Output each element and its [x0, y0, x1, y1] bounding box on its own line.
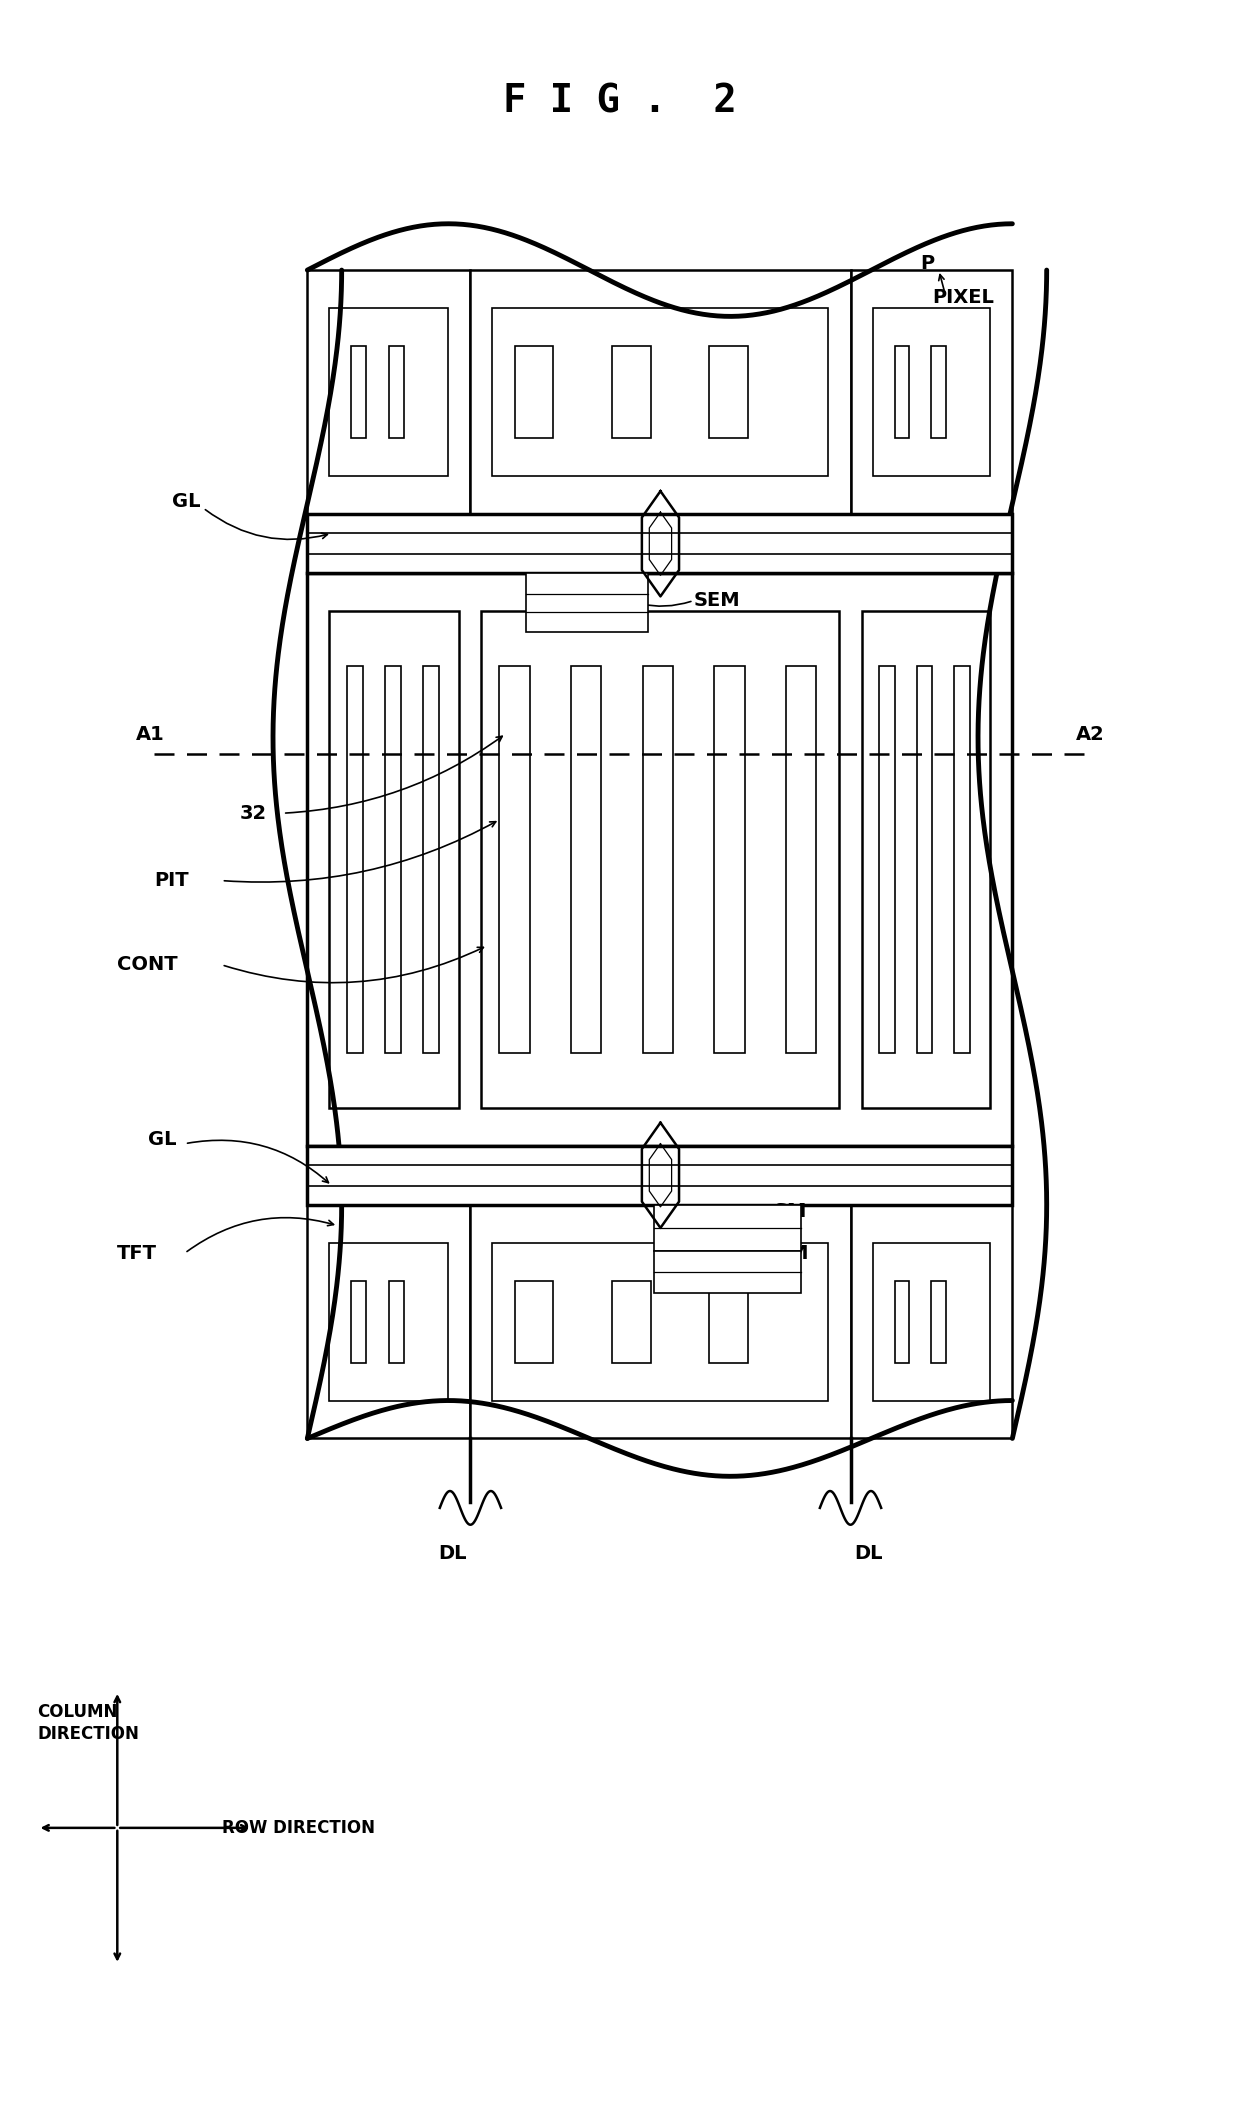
Bar — [851, 1206, 1012, 1439]
Bar — [351, 345, 367, 439]
Bar — [515, 345, 553, 439]
Bar — [492, 307, 828, 477]
Bar — [308, 1146, 1012, 1206]
Bar — [873, 1242, 991, 1401]
Text: SM: SM — [774, 1201, 807, 1221]
Bar — [655, 1206, 801, 1250]
Bar — [347, 665, 363, 1053]
Bar — [481, 610, 839, 1108]
Bar — [500, 665, 529, 1053]
Text: DM: DM — [774, 1244, 808, 1263]
Bar — [330, 307, 449, 477]
Bar — [611, 345, 651, 439]
Bar — [308, 574, 1012, 1146]
Bar — [515, 1280, 553, 1363]
Bar — [873, 307, 991, 477]
Bar — [894, 1280, 909, 1363]
Text: DL: DL — [438, 1543, 466, 1562]
Bar — [714, 665, 745, 1053]
Text: CONT: CONT — [118, 956, 177, 975]
Bar — [389, 1280, 404, 1363]
Bar — [526, 574, 649, 631]
Text: GL: GL — [172, 492, 201, 511]
Bar — [570, 665, 601, 1053]
Bar — [351, 1280, 367, 1363]
Bar — [931, 345, 946, 439]
Text: DL: DL — [854, 1543, 883, 1562]
Bar — [384, 665, 401, 1053]
Bar — [308, 515, 1012, 574]
Text: GL: GL — [148, 1129, 176, 1148]
Bar — [786, 665, 816, 1053]
Text: PIT: PIT — [154, 871, 188, 890]
Bar — [308, 269, 470, 515]
Bar — [916, 665, 932, 1053]
Text: A1: A1 — [135, 725, 165, 744]
Text: A2: A2 — [1076, 725, 1105, 744]
Bar — [330, 1242, 449, 1401]
Text: TFT: TFT — [118, 1244, 157, 1263]
Bar — [862, 610, 991, 1108]
Text: SEM: SEM — [693, 591, 740, 610]
Bar — [611, 1280, 651, 1363]
Text: P: P — [920, 254, 935, 273]
Bar — [954, 665, 970, 1053]
Bar — [655, 1250, 801, 1293]
Bar — [470, 1206, 851, 1439]
Bar — [709, 1280, 748, 1363]
Bar — [389, 345, 404, 439]
Bar — [931, 1280, 946, 1363]
Text: ROW DIRECTION: ROW DIRECTION — [222, 1818, 374, 1837]
Text: PIXEL: PIXEL — [932, 288, 994, 307]
Bar — [894, 345, 909, 439]
Bar — [470, 269, 851, 515]
Bar — [330, 610, 459, 1108]
Bar — [709, 345, 748, 439]
Bar — [423, 665, 439, 1053]
Text: COLUMN
DIRECTION: COLUMN DIRECTION — [37, 1702, 139, 1742]
Bar — [879, 665, 895, 1053]
Text: F I G .  2: F I G . 2 — [503, 83, 737, 121]
Text: 32: 32 — [239, 803, 267, 822]
Bar — [492, 1242, 828, 1401]
Bar — [308, 1206, 470, 1439]
Bar — [642, 665, 673, 1053]
Bar — [851, 269, 1012, 515]
